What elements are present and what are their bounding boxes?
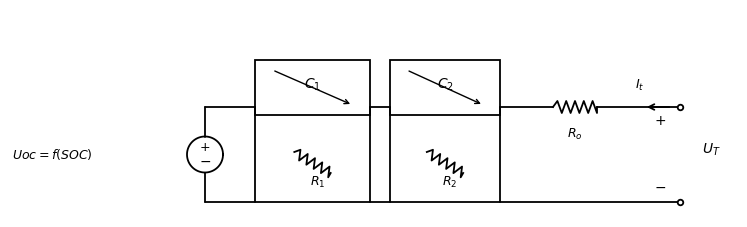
Text: $Uoc = f(SOC)$: $Uoc = f(SOC)$ xyxy=(12,147,93,162)
Bar xyxy=(255,60,370,115)
Bar xyxy=(390,60,500,115)
Text: $R_1$: $R_1$ xyxy=(310,175,325,190)
Text: $R_o$: $R_o$ xyxy=(567,127,583,142)
Text: $C_2$: $C_2$ xyxy=(436,76,453,93)
Text: $U_T$: $U_T$ xyxy=(702,141,721,158)
Text: +: + xyxy=(199,141,211,154)
Text: −: − xyxy=(654,181,666,195)
Text: $I_t$: $I_t$ xyxy=(635,77,645,93)
Text: $R_2$: $R_2$ xyxy=(442,175,458,190)
Text: −: − xyxy=(199,155,211,168)
Text: +: + xyxy=(654,114,666,128)
Text: $C_1$: $C_1$ xyxy=(304,76,321,93)
